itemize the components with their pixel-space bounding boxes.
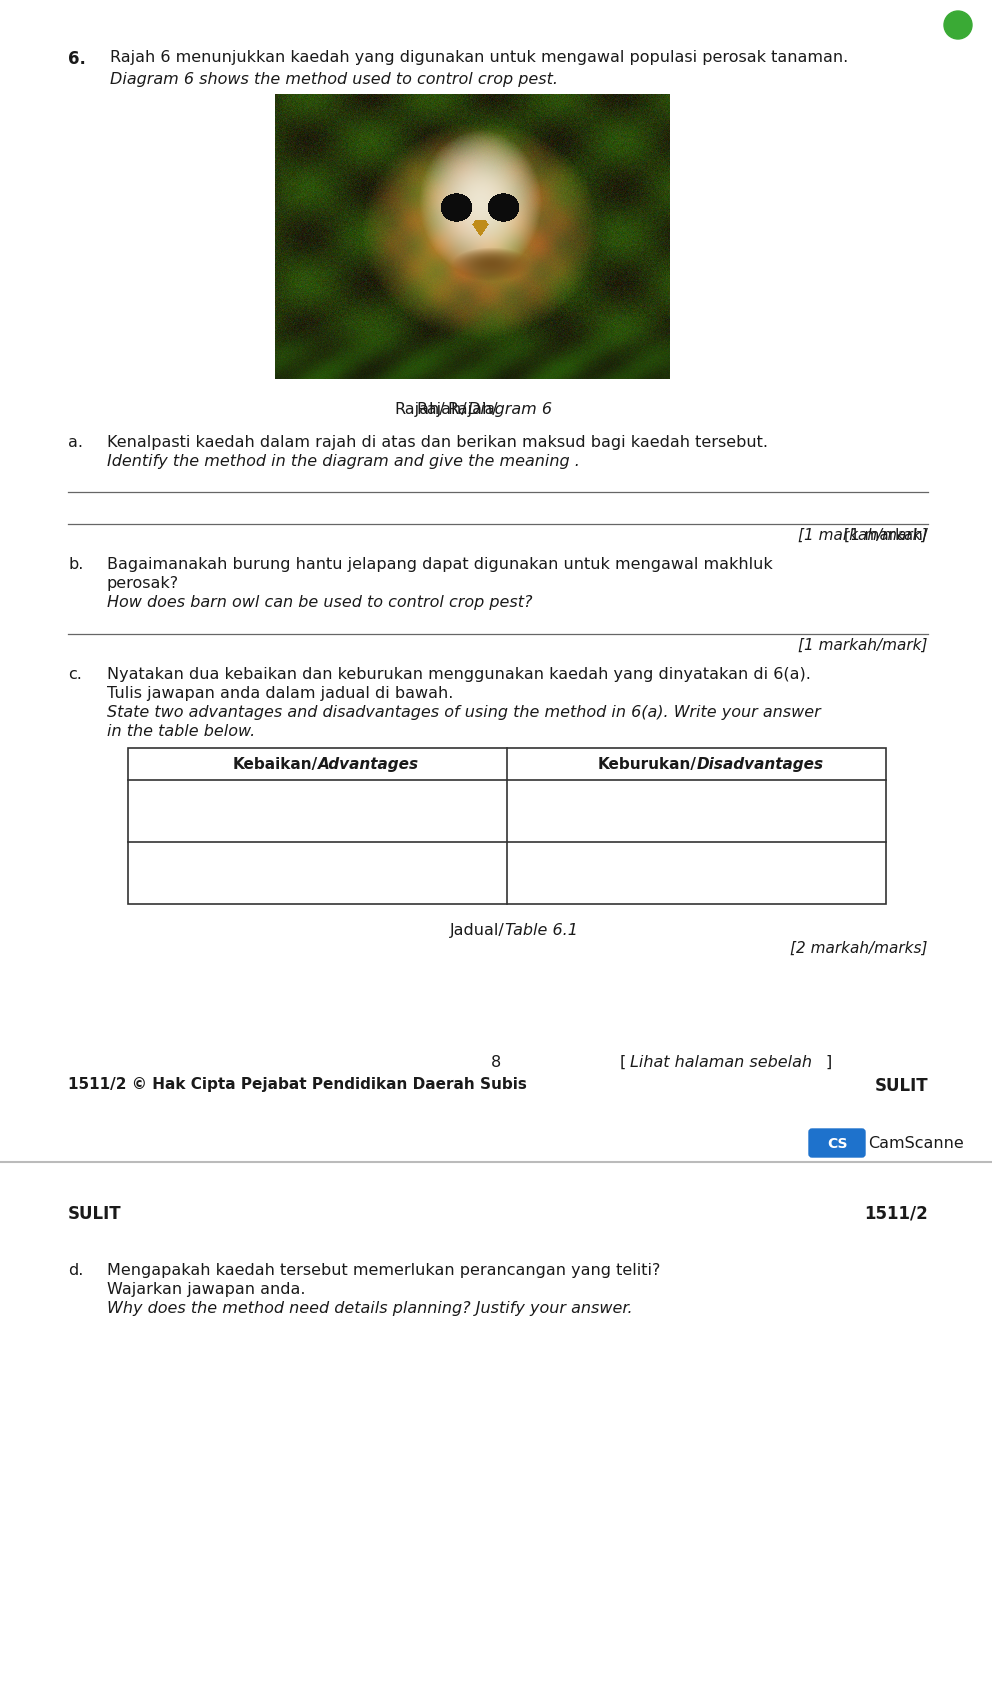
Text: perosak?: perosak? [107, 575, 180, 591]
Text: Diagram 6: Diagram 6 [467, 401, 552, 417]
Text: Table 6.1: Table 6.1 [505, 922, 578, 937]
Text: [: [ [620, 1055, 626, 1069]
Text: SULIT: SULIT [68, 1205, 122, 1222]
Text: Kenalpasti kaedah dalam rajah di atas dan berikan maksud bagi kaedah tersebut.: Kenalpasti kaedah dalam rajah di atas da… [107, 435, 768, 449]
Bar [128, 749, 886, 905]
Text: State two advantages and disadvantages of using the method in 6(a). Write your a: State two advantages and disadvantages o… [107, 705, 820, 720]
Text: How does barn owl can be used to control crop pest?: How does barn owl can be used to control… [107, 594, 533, 609]
Text: Rajah/: Rajah/ [394, 401, 444, 417]
Text: Kebaikan/: Kebaikan/ [232, 758, 317, 772]
Text: Lihat halaman sebelah: Lihat halaman sebelah [630, 1055, 812, 1069]
Text: Nyatakan dua kebaikan dan keburukan menggunakan kaedah yang dinyatakan di 6(a).: Nyatakan dua kebaikan dan keburukan meng… [107, 667, 810, 681]
Text: SULIT: SULIT [874, 1077, 928, 1094]
Text: Diagram 6 shows the method used to control crop pest.: Diagram 6 shows the method used to contr… [110, 72, 558, 87]
Circle shape [944, 12, 972, 39]
Text: Bagaimanakah burung hantu jelapang dapat digunakan untuk mengawal makhluk: Bagaimanakah burung hantu jelapang dapat… [107, 556, 773, 572]
Text: Jadual/: Jadual/ [450, 922, 505, 937]
Text: d.: d. [68, 1261, 83, 1277]
Text: Disadvantages: Disadvantages [696, 758, 823, 772]
Text: Rajah/: Rajah/ [417, 401, 467, 417]
Text: a.: a. [68, 435, 83, 449]
Text: Identify the method in the diagram and give the meaning .: Identify the method in the diagram and g… [107, 454, 580, 469]
Text: 1511/2 © Hak Cipta Pejabat Pendidikan Daerah Subis: 1511/2 © Hak Cipta Pejabat Pendidikan Da… [68, 1077, 527, 1091]
Text: 8: 8 [491, 1055, 501, 1069]
Text: Keburukan/: Keburukan/ [597, 758, 696, 772]
Text: CS: CS [826, 1137, 847, 1151]
FancyBboxPatch shape [809, 1130, 865, 1157]
Text: Rajah 6 menunjukkan kaedah yang digunakan untuk mengawal populasi perosak tanama: Rajah 6 menunjukkan kaedah yang digunaka… [110, 50, 848, 65]
Text: [1 markah/​mark]: [1 markah/​mark] [799, 638, 928, 652]
Text: 6.: 6. [68, 50, 86, 68]
Text: c.: c. [68, 667, 82, 681]
Text: [1 markah/​mark]: [1 markah/​mark] [799, 527, 928, 543]
Text: Rajah/: Rajah/ [447, 401, 498, 417]
Text: ]: ] [825, 1055, 831, 1069]
Text: [1 markah/: [1 markah/ [844, 527, 928, 543]
Text: in the table below.: in the table below. [107, 724, 255, 739]
Text: [2 markah/​marks]: [2 markah/​marks] [791, 941, 928, 956]
Text: b.: b. [68, 556, 83, 572]
Text: Wajarkan jawapan anda.: Wajarkan jawapan anda. [107, 1282, 306, 1296]
Text: 1511/2: 1511/2 [864, 1205, 928, 1222]
Text: Why does the method need details planning? Justify your answer.: Why does the method need details plannin… [107, 1301, 633, 1314]
Text: Tulis jawapan anda dalam jadual di bawah.: Tulis jawapan anda dalam jadual di bawah… [107, 686, 453, 700]
Text: Advantages: Advantages [317, 758, 419, 772]
Text: Mengapakah kaedah tersebut memerlukan perancangan yang teliti?: Mengapakah kaedah tersebut memerlukan pe… [107, 1261, 661, 1277]
Text: Rajah/: Rajah/ [394, 401, 444, 417]
Text: CamScanne: CamScanne [868, 1135, 964, 1151]
